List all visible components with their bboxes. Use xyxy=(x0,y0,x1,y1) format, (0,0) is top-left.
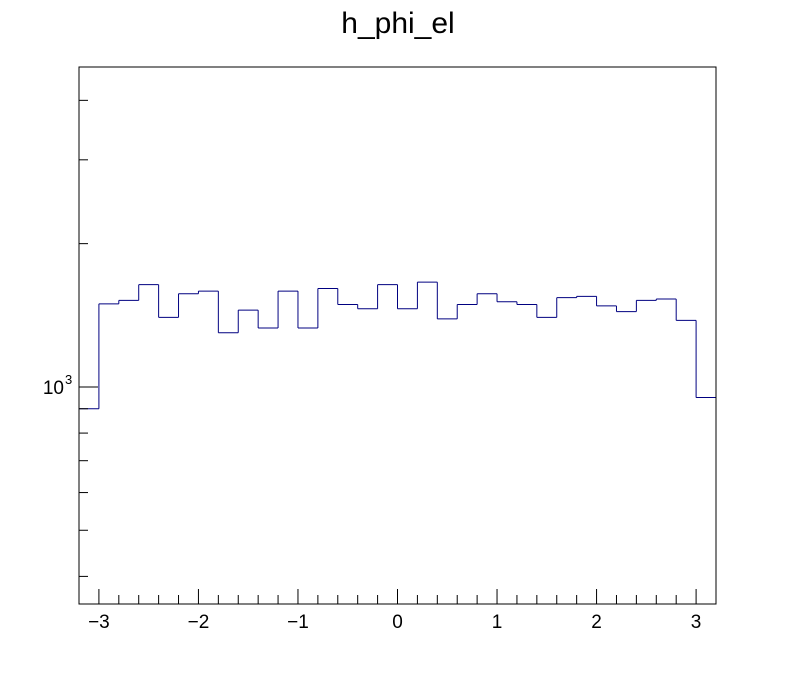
x-tick-label: −3 xyxy=(88,612,110,633)
x-tick-label: 2 xyxy=(591,612,602,633)
x-tick-label: 0 xyxy=(392,612,403,633)
x-tick-label: −1 xyxy=(287,612,309,633)
plot-frame xyxy=(78,66,717,605)
x-tick-label: 1 xyxy=(492,612,503,633)
y-tick-label-exponent: 3 xyxy=(65,372,72,387)
y-tick-label-base: 10 xyxy=(43,378,64,399)
y-axis: 10 3 xyxy=(43,99,98,577)
x-tick-label: −2 xyxy=(188,612,210,633)
chart-title: h_phi_el xyxy=(341,7,454,40)
plot-content xyxy=(78,281,716,604)
x-axis: −3 −2 −1 0 1 2 3 xyxy=(78,589,717,633)
x-tick-label: 3 xyxy=(691,612,702,633)
y-tick-label: 10 3 xyxy=(43,372,72,399)
